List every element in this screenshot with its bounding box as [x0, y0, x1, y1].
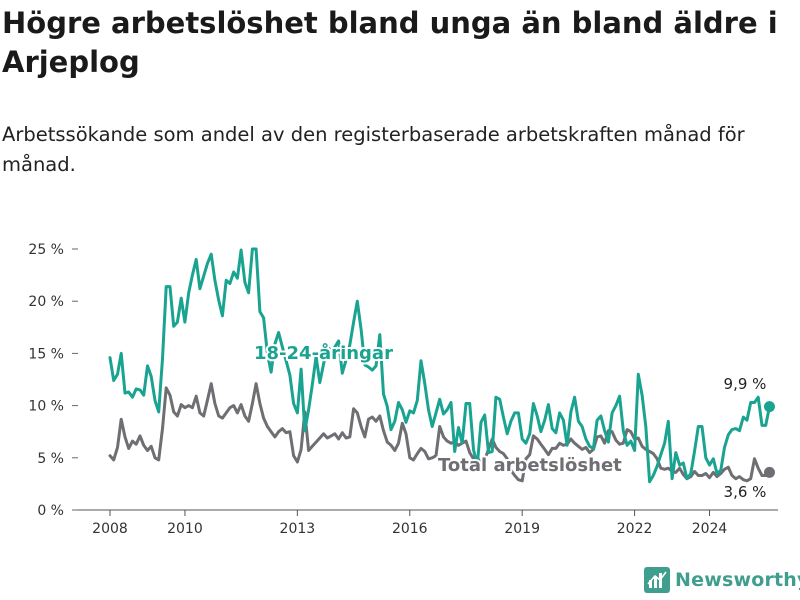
series-label-youth: 18-24-åringar	[254, 342, 393, 364]
x-tick-label: 2008	[92, 521, 128, 537]
chart-subtitle: Arbetssökande som andel av den registerb…	[2, 123, 745, 176]
brand-name: Newsworthy	[675, 569, 800, 591]
brand-logo: Newsworthy	[644, 567, 800, 593]
newsworthy-logo-icon	[644, 567, 670, 593]
series-line-youth	[108, 247, 771, 484]
y-tick-label: 5 %	[37, 451, 64, 467]
y-tick-label: 10 %	[28, 399, 64, 415]
end-value-youth: 9,9 %	[724, 375, 767, 393]
y-tick-label: 0 %	[37, 503, 64, 519]
y-tick-label: 15 %	[28, 346, 64, 362]
series-line-total	[108, 382, 771, 483]
end-value-total: 3,6 %	[724, 483, 767, 501]
x-tick-label: 2022	[617, 521, 653, 537]
end-point-total	[763, 466, 775, 478]
x-tick-label: 2013	[280, 521, 316, 537]
chart-title: Högre arbetslöshet bland unga än bland ä…	[2, 6, 778, 79]
series-label-total: Total arbetslöshet	[438, 455, 622, 476]
x-tick-label: 2024	[692, 521, 728, 537]
line-chart: 0 % 5 % 10 % 15 % 20 % 25 % 2008 2010 2013 2016 20…	[28, 242, 778, 537]
x-tick-label: 2010	[167, 521, 203, 537]
x-tick-label: 2016	[392, 521, 428, 537]
x-tick-label: 2019	[504, 521, 540, 537]
y-tick-label: 20 %	[28, 294, 64, 310]
y-tick-label: 25 %	[28, 242, 64, 258]
end-point-youth	[763, 401, 775, 413]
